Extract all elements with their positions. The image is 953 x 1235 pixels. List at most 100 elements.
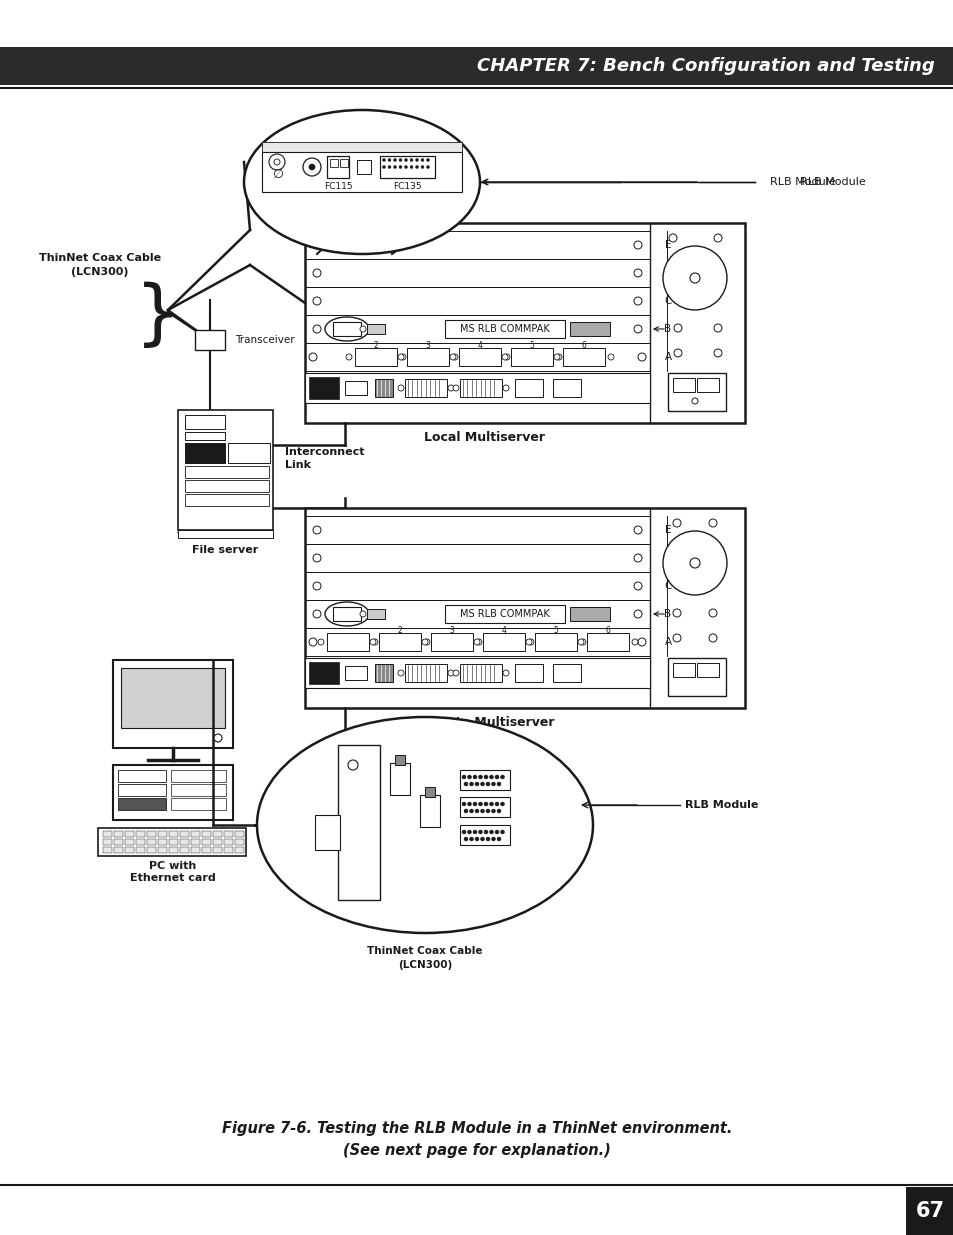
Circle shape — [631, 638, 638, 645]
Text: 2: 2 — [374, 341, 378, 350]
Circle shape — [420, 158, 423, 162]
Bar — [355, 348, 396, 366]
Circle shape — [309, 164, 314, 170]
Circle shape — [708, 519, 717, 527]
Bar — [185, 466, 269, 478]
Circle shape — [502, 671, 509, 676]
Text: D: D — [663, 553, 671, 563]
Circle shape — [478, 776, 482, 779]
Circle shape — [501, 354, 507, 359]
Text: MS RLB COMMPAK: MS RLB COMMPAK — [459, 609, 549, 619]
Bar — [672, 663, 695, 677]
Text: {: { — [117, 278, 163, 347]
Circle shape — [491, 782, 495, 785]
Bar — [169, 847, 178, 853]
Text: FC135: FC135 — [415, 764, 451, 776]
Text: RLB Module: RLB Module — [800, 177, 864, 186]
Circle shape — [673, 324, 681, 332]
Bar — [367, 609, 385, 619]
Circle shape — [388, 165, 391, 168]
Circle shape — [485, 809, 490, 813]
Text: RLB Module: RLB Module — [769, 177, 835, 186]
Circle shape — [269, 154, 285, 170]
Bar — [136, 831, 145, 837]
Circle shape — [450, 354, 456, 359]
Circle shape — [668, 233, 677, 242]
Bar — [330, 159, 337, 167]
Circle shape — [634, 526, 641, 534]
Circle shape — [634, 241, 641, 249]
Circle shape — [497, 837, 500, 841]
Text: D: D — [663, 268, 671, 278]
Text: (See next page for explanation.): (See next page for explanation.) — [343, 1142, 610, 1157]
Ellipse shape — [662, 246, 726, 310]
Circle shape — [691, 398, 698, 404]
Bar — [125, 839, 133, 845]
Circle shape — [475, 837, 478, 841]
Text: FC115: FC115 — [323, 182, 352, 190]
Circle shape — [607, 354, 614, 359]
Bar — [262, 142, 461, 154]
Bar — [185, 494, 269, 506]
Text: B: B — [663, 609, 671, 619]
Circle shape — [502, 385, 509, 391]
Circle shape — [313, 296, 320, 305]
Bar — [185, 480, 269, 492]
Bar — [333, 606, 360, 621]
Bar — [224, 831, 233, 837]
Bar — [314, 815, 339, 850]
Bar — [136, 839, 145, 845]
Bar — [180, 847, 189, 853]
Circle shape — [672, 609, 680, 618]
Circle shape — [495, 802, 498, 806]
Circle shape — [416, 165, 418, 168]
Bar — [672, 378, 695, 391]
Circle shape — [426, 158, 429, 162]
Text: Figure 7-6. Testing the RLB Module in a ThinNet environment.: Figure 7-6. Testing the RLB Module in a … — [222, 1120, 731, 1135]
Circle shape — [713, 324, 721, 332]
Text: 3: 3 — [425, 341, 430, 350]
Circle shape — [426, 165, 429, 168]
Circle shape — [397, 671, 403, 676]
Bar — [667, 658, 725, 697]
Circle shape — [634, 555, 641, 562]
Bar — [697, 663, 719, 677]
Text: ∅: ∅ — [272, 168, 282, 180]
Circle shape — [404, 165, 407, 168]
Circle shape — [475, 782, 478, 785]
Circle shape — [495, 830, 498, 834]
Circle shape — [672, 634, 680, 642]
Ellipse shape — [325, 601, 369, 626]
Bar — [667, 373, 725, 411]
Bar — [535, 634, 577, 651]
Bar — [228, 443, 270, 463]
Circle shape — [398, 165, 401, 168]
Circle shape — [467, 776, 471, 779]
Circle shape — [473, 802, 476, 806]
Bar — [103, 831, 112, 837]
Circle shape — [474, 638, 479, 645]
Circle shape — [317, 638, 324, 645]
Bar — [515, 664, 542, 682]
Circle shape — [370, 638, 375, 645]
Bar — [431, 634, 473, 651]
Circle shape — [579, 638, 585, 645]
Circle shape — [634, 610, 641, 618]
Text: FC135: FC135 — [393, 182, 421, 190]
Circle shape — [495, 776, 498, 779]
Circle shape — [497, 782, 500, 785]
Circle shape — [638, 638, 645, 646]
Text: 6: 6 — [605, 625, 610, 635]
Bar — [379, 156, 435, 178]
Ellipse shape — [662, 531, 726, 595]
Bar — [185, 432, 225, 440]
Bar — [191, 847, 200, 853]
Bar — [305, 658, 649, 688]
Bar — [305, 508, 744, 708]
Bar — [171, 769, 226, 782]
Text: card: card — [285, 827, 311, 839]
Text: A: A — [663, 637, 671, 647]
Bar — [586, 634, 628, 651]
Text: Ethernet card: Ethernet card — [130, 873, 215, 883]
Circle shape — [634, 269, 641, 277]
